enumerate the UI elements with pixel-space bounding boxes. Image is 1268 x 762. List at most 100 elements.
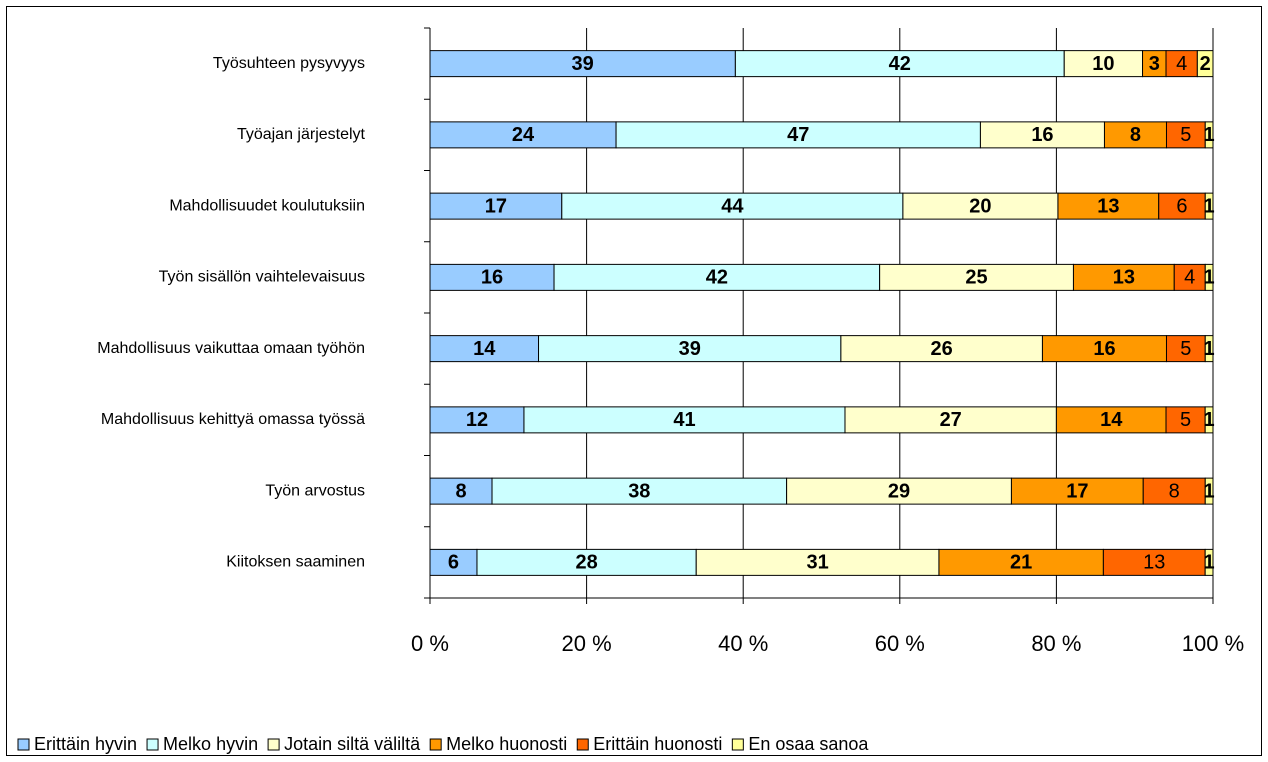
data-label: 17 [1066, 480, 1088, 502]
bar-segment [553, 263, 881, 291]
data-label: 1 [1204, 195, 1215, 217]
data-label: 44 [721, 195, 744, 217]
data-label: 13 [1097, 195, 1119, 217]
x-tick-label: 100 % [1182, 631, 1244, 656]
data-label: 20 [969, 195, 991, 217]
data-label: 39 [679, 338, 701, 360]
bar-segment [840, 335, 1043, 363]
data-label: 25 [965, 267, 987, 289]
data-label: 24 [512, 124, 535, 146]
bar-segment [1204, 192, 1214, 220]
category-label: Työajan järjestelyt [237, 126, 366, 143]
bar-segment [844, 406, 1057, 434]
bar-segment [1165, 335, 1206, 363]
data-label: 1 [1204, 480, 1215, 502]
data-label: 1 [1204, 267, 1215, 289]
bar-segment [429, 121, 617, 149]
legend-label: Melko huonosti [446, 734, 567, 754]
data-label: 17 [485, 195, 507, 217]
data-label: 6 [1176, 195, 1187, 217]
data-label: 4 [1184, 267, 1195, 289]
category-label: Mahdollisuudet koulutuksiin [169, 197, 365, 214]
bar-segment [476, 548, 697, 576]
bar-segment [523, 406, 846, 434]
data-label: 5 [1180, 124, 1191, 146]
x-tick-label: 0 % [411, 631, 449, 656]
category-label: Mahdollisuus kehittyä omassa työssä [101, 411, 365, 428]
bar-segment [1103, 121, 1167, 149]
x-tick-label: 60 % [875, 631, 925, 656]
data-label: 42 [706, 267, 728, 289]
legend-label: Jotain siltä väliltä [284, 734, 421, 754]
data-label: 29 [888, 480, 910, 502]
bar-segment [1102, 548, 1206, 576]
legend-swatch [576, 738, 589, 751]
bar-segment [1041, 335, 1167, 363]
bar-segment [1204, 335, 1214, 363]
data-label: 12 [466, 409, 488, 431]
data-label: 1 [1204, 124, 1215, 146]
bar-segment [561, 192, 904, 220]
data-label: 42 [889, 53, 911, 75]
legend-label: Erittäin hyvin [34, 734, 137, 754]
legend-swatch [429, 738, 442, 751]
legend-label: En osaa sanoa [748, 734, 869, 754]
data-label: 16 [1093, 338, 1115, 360]
bar-segment [1057, 192, 1160, 220]
data-label: 38 [628, 480, 650, 502]
x-tick-label: 40 % [718, 631, 768, 656]
category-label: Työsuhteen pysyvyys [213, 55, 365, 72]
category-label: Mahdollisuus vaikuttaa omaan työhön [97, 340, 365, 357]
bar-segment [1204, 548, 1214, 576]
category-label: Työn arvostus [265, 482, 365, 499]
bar-segment [1165, 121, 1206, 149]
legend-label: Erittäin huonosti [593, 734, 722, 754]
data-label: 21 [1010, 552, 1032, 574]
bar-segment [615, 121, 981, 149]
bar-segment [979, 121, 1105, 149]
data-label: 1 [1204, 409, 1215, 431]
bar-segment [429, 50, 736, 78]
data-label: 5 [1180, 338, 1191, 360]
bar-segment [1165, 406, 1206, 434]
bar-segment [429, 263, 555, 291]
bar-segment [1072, 263, 1175, 291]
category-label: Työn sisällön vaihtelevaisuus [159, 269, 365, 286]
bar-segment [1173, 263, 1206, 291]
bar-segment [786, 477, 1012, 505]
bar-segment [938, 548, 1104, 576]
data-label: 1 [1204, 338, 1215, 360]
data-label: 41 [673, 409, 695, 431]
x-tick-label: 20 % [562, 631, 612, 656]
data-label: 13 [1113, 267, 1135, 289]
data-label: 2 [1200, 53, 1211, 75]
data-label: 6 [448, 552, 459, 574]
bar-segment [1204, 121, 1214, 149]
data-label: 16 [1031, 124, 1053, 146]
category-label: Kiitoksen saaminen [226, 554, 365, 571]
data-label: 16 [481, 267, 503, 289]
data-label: 39 [572, 53, 594, 75]
bar-segment [1204, 477, 1214, 505]
bar-segment [429, 406, 525, 434]
data-label: 8 [455, 480, 466, 502]
legend-swatch [17, 738, 30, 751]
data-label: 47 [787, 124, 809, 146]
bar-segment [1204, 263, 1214, 291]
bar-segment [1204, 406, 1214, 434]
data-label: 5 [1180, 409, 1191, 431]
bar-segment [429, 192, 563, 220]
bar-segment [538, 335, 842, 363]
data-label: 3 [1149, 53, 1160, 75]
legend-swatch [731, 738, 744, 751]
data-label: 14 [1100, 409, 1123, 431]
data-label: 27 [940, 409, 962, 431]
data-label: 13 [1143, 552, 1165, 574]
data-label: 1 [1204, 552, 1215, 574]
data-label: 8 [1169, 480, 1180, 502]
bar-segment [695, 548, 940, 576]
legend-label: Melko hyvin [163, 734, 258, 754]
bar-segment [491, 477, 788, 505]
bar-segment [429, 335, 540, 363]
